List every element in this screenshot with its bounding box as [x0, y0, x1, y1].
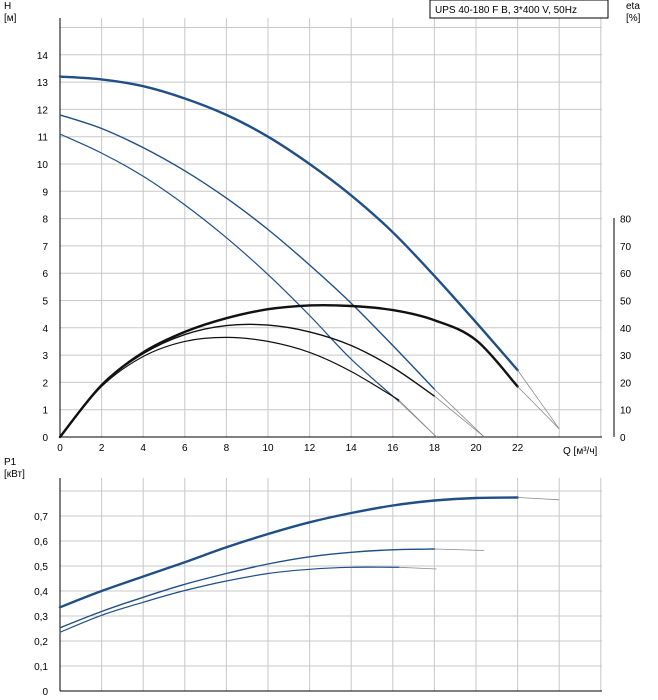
legend-box — [429, 0, 609, 19]
flow-tick-label: 10 — [262, 443, 274, 454]
flow-tick-label: 0 — [57, 443, 63, 454]
eta-tick-label: 70 — [620, 242, 632, 253]
eta-tick-label: 80 — [620, 215, 632, 226]
eta-tick-label: 60 — [620, 269, 632, 280]
head-axis-unit: [м] — [4, 13, 17, 24]
flow-tick-label: 18 — [429, 443, 441, 454]
flow-tick-label: 16 — [387, 443, 399, 454]
power-tick-label: 0,2 — [34, 637, 48, 648]
head-tick-label: 9 — [42, 187, 48, 198]
eta-tick-label: 20 — [620, 378, 632, 389]
efficiency-curve-medium — [59, 323, 436, 438]
power-curve-low-extension — [398, 566, 437, 570]
efficiency-curve-low-extension — [398, 399, 437, 438]
power-axis-unit: [кВт] — [4, 469, 25, 480]
head-tick-label: 3 — [42, 351, 48, 362]
eta-tick-label: 0 — [620, 433, 626, 444]
head-curve-medium — [59, 114, 436, 390]
flow-tick-label: 8 — [224, 443, 230, 454]
head-tick-label: 10 — [37, 160, 49, 171]
power-tick-label: 0 — [42, 687, 48, 698]
power-tick-label: 0,5 — [34, 562, 48, 573]
head-tick-label: 0 — [42, 433, 48, 444]
flow-tick-label: 4 — [140, 443, 146, 454]
head-tick-label: 8 — [42, 215, 48, 226]
flow-tick-label: 12 — [304, 443, 316, 454]
power-tick-label: 0,6 — [34, 537, 48, 548]
flow-axis-label: Q [м³/ч] — [563, 446, 598, 457]
power-tick-label: 0,1 — [34, 662, 48, 673]
efficiency-curve-medium-extension — [434, 395, 485, 438]
power-curve-medium-extension — [434, 548, 485, 551]
eta-tick-label: 50 — [620, 297, 632, 308]
head-panel-grid — [60, 18, 602, 437]
head-curve-medium-extension — [434, 388, 485, 438]
legend-title: UPS 40-180 F B, 3*400 V, 50Hz — [435, 5, 577, 16]
head-tick-label: 6 — [42, 269, 48, 280]
power-tick-label: 0,7 — [34, 512, 48, 523]
power-panel-grid — [60, 478, 602, 691]
power-curve-high — [58, 496, 519, 609]
head-tick-label: 14 — [37, 51, 49, 62]
eta-axis-unit: [%] — [626, 13, 641, 24]
head-tick-label: 2 — [42, 378, 48, 389]
efficiency-curve-low — [59, 336, 400, 438]
head-axis-label: H — [4, 1, 11, 12]
head-tick-label: 1 — [42, 406, 48, 417]
power-curve-medium — [59, 548, 436, 629]
power-tick-label: 0,4 — [34, 587, 48, 598]
head-tick-label: 4 — [42, 324, 48, 335]
power-tick-label: 0,3 — [34, 612, 48, 623]
flow-tick-label: 14 — [346, 443, 358, 454]
efficiency-curve-high — [58, 303, 519, 439]
head-curve-high-extension — [517, 369, 560, 430]
eta-tick-label: 30 — [620, 351, 632, 362]
power-axis-label: P1 — [4, 457, 17, 468]
eta-tick-label: 10 — [620, 406, 632, 417]
eta-axis-label: eta — [626, 1, 640, 12]
head-tick-label: 7 — [42, 242, 48, 253]
head-tick-label: 12 — [37, 105, 49, 116]
flow-tick-label: 20 — [470, 443, 482, 454]
curves — [58, 75, 560, 633]
head-tick-label: 11 — [38, 133, 49, 144]
power-curve-high-extension — [517, 497, 560, 501]
flow-tick-label: 22 — [512, 443, 524, 454]
eta-tick-label: 40 — [620, 324, 632, 335]
head-curve-low — [59, 133, 400, 403]
efficiency-curve-high-extension — [517, 386, 560, 430]
head-tick-label: 5 — [42, 297, 48, 308]
flow-tick-label: 2 — [99, 443, 105, 454]
power-curve-low — [59, 566, 400, 633]
head-curve-high — [58, 75, 519, 372]
flow-tick-label: 6 — [182, 443, 188, 454]
head-tick-label: 13 — [37, 78, 49, 89]
